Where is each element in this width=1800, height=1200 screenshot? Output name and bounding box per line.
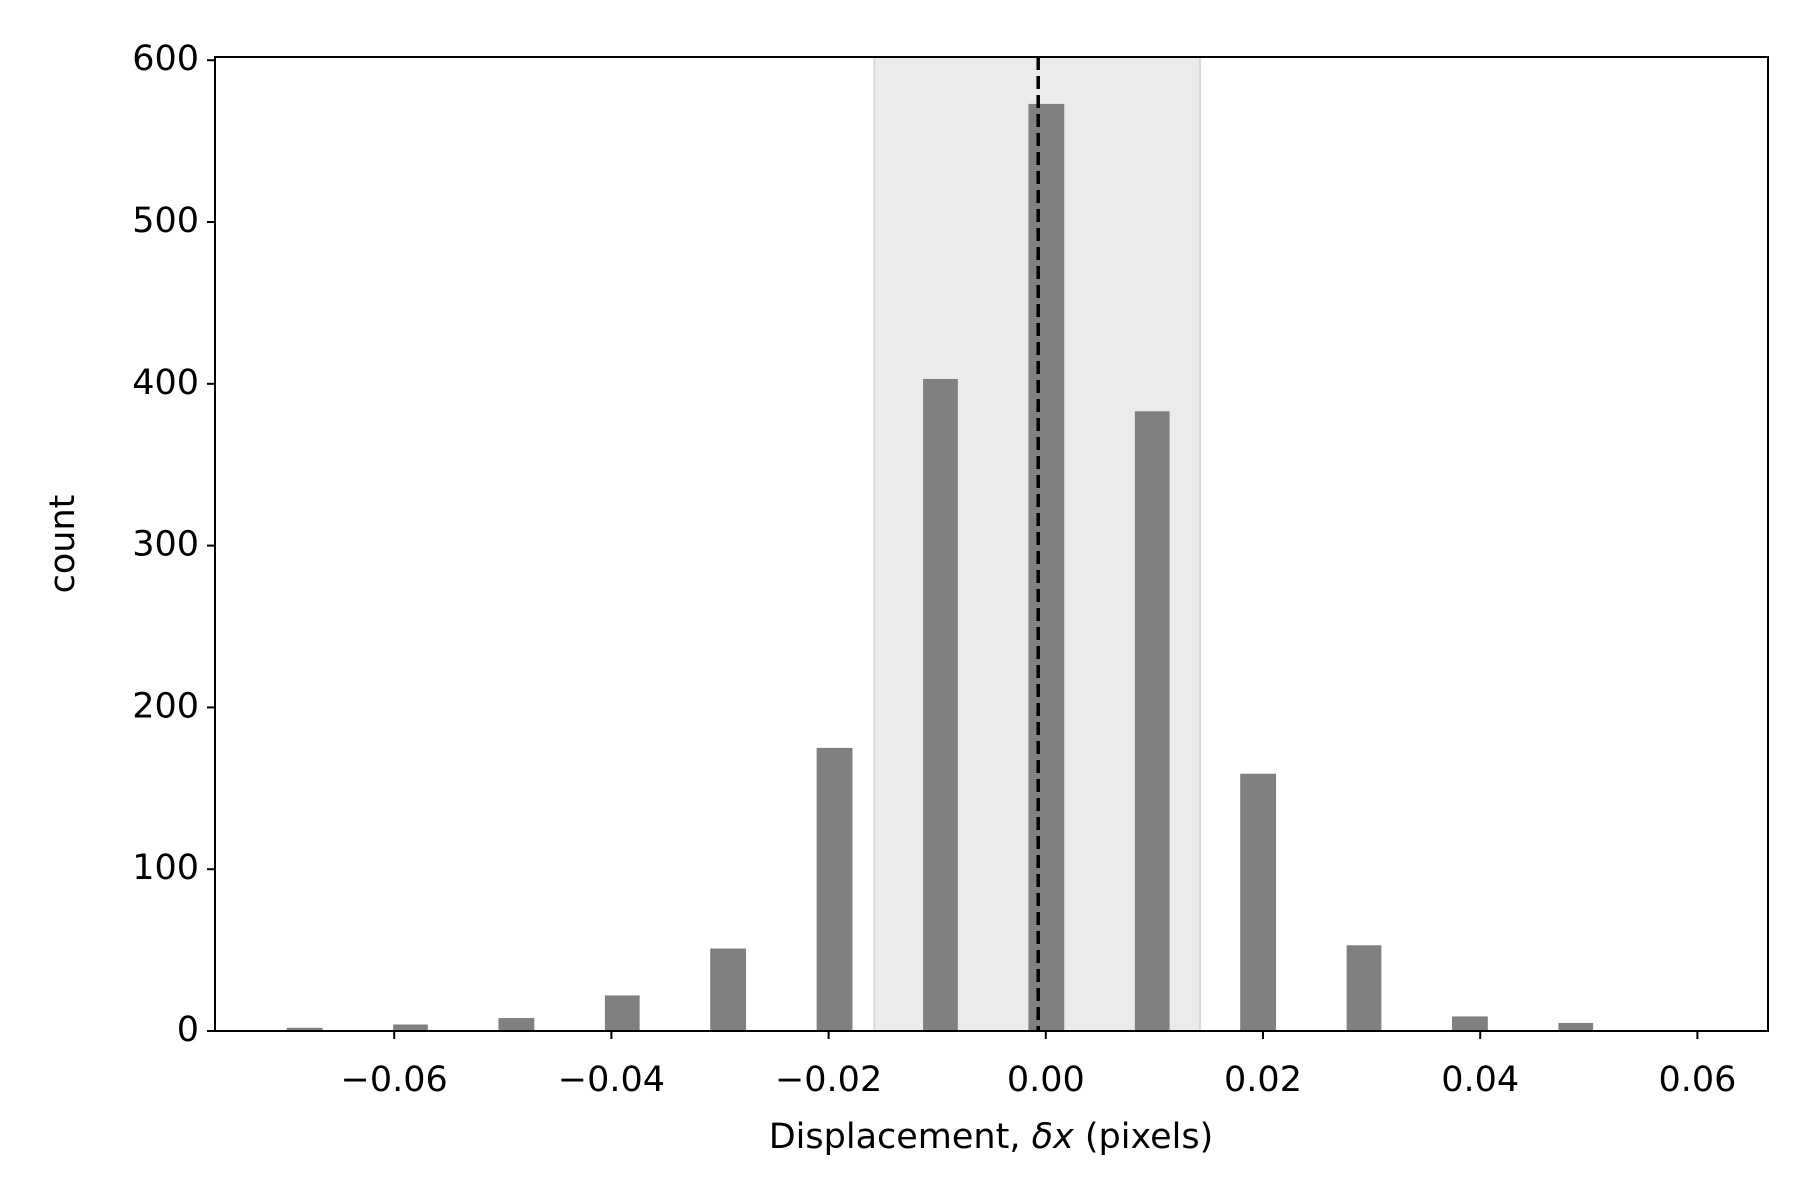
bar (816, 747, 853, 1031)
bar (1028, 103, 1065, 1031)
x-tick-label: −0.04 (558, 1060, 665, 1100)
x-tick-label: 0.06 (1658, 1060, 1736, 1100)
bar (1134, 411, 1170, 1031)
bar (604, 995, 640, 1031)
x-tick-label: 0.00 (1007, 1060, 1085, 1100)
x-tick-label: 0.04 (1441, 1060, 1519, 1100)
y-tick-label: 0 (177, 1010, 199, 1050)
y-tick-label: 400 (132, 363, 199, 403)
y-tick-label: 500 (132, 201, 199, 241)
bar (923, 378, 958, 1031)
bar (393, 1024, 428, 1031)
y-axis-label: count (43, 495, 83, 594)
bar (710, 948, 747, 1031)
bar (498, 1018, 535, 1031)
x-label-part: δx (1032, 1117, 1074, 1157)
x-tick-label: 0.02 (1224, 1060, 1302, 1100)
bar (286, 1027, 323, 1031)
x-tick-label: −0.06 (341, 1060, 448, 1100)
y-tick-label: 300 (132, 525, 199, 565)
x-label-part: (pixels) (1074, 1117, 1214, 1157)
bar (1451, 1016, 1488, 1031)
bar (1346, 945, 1382, 1031)
x-label-part: Displacement, (769, 1117, 1032, 1157)
plot-frame (214, 56, 1769, 1032)
x-axis-label: Displacement, δx (pixels) (769, 1117, 1214, 1157)
y-tick-label: 100 (132, 848, 199, 888)
y-tick-label: 600 (132, 39, 199, 79)
bar (1558, 1022, 1594, 1031)
x-tick-label: −0.02 (775, 1060, 882, 1100)
bar (1240, 773, 1277, 1031)
y-tick-label: 200 (132, 686, 199, 726)
